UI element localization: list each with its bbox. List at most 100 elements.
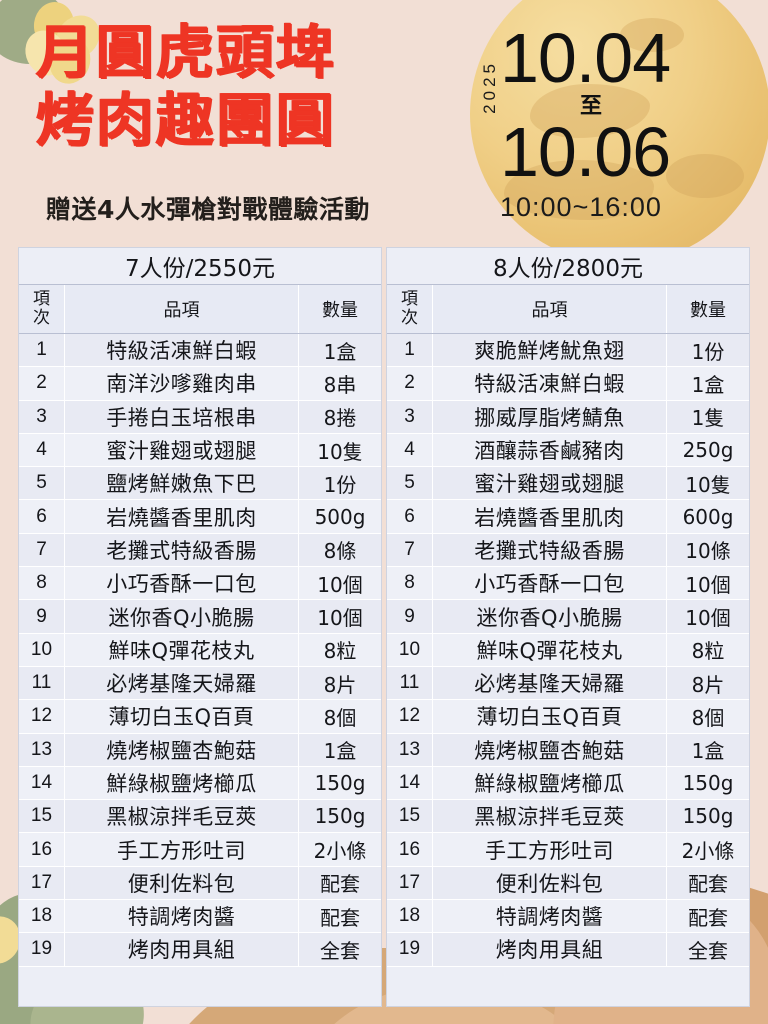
table-row: 3 手捲白玉培根串 8捲	[19, 400, 381, 434]
cell-quantity: 全套	[320, 938, 360, 963]
cell-index: 18	[19, 900, 65, 933]
cell-index: 8	[387, 567, 433, 600]
column-header-index: 項次	[19, 285, 65, 333]
cell-quantity: 8捲	[323, 406, 357, 431]
table-row: 6 岩燒醬香里肌肉 500g	[19, 500, 381, 534]
menu-table: 7人份/2550元項次品項 數量 1 特級活凍鮮白蝦 1盒 2 南洋沙嗲雞肉串 8串 3 手捲白玉…	[18, 247, 382, 1007]
cell-item-name: 便利佐料包	[65, 866, 299, 900]
cell-item-name: 岩燒醬香里肌肉	[65, 500, 299, 533]
cell-item-name: 燒烤椒鹽杏鮑菇	[65, 733, 299, 766]
cell-quantity: 配套	[320, 872, 360, 897]
event-date-end: 10.06	[500, 113, 671, 191]
cell-index: 4	[387, 433, 433, 467]
menu-table: 8人份/2800元項次品項 數量 1 爽脆鮮烤魷魚翅 1份 2 特級活凍鮮白蝦 1盒 3 挪威厚脂…	[386, 247, 750, 1007]
cell-quantity: 10隻	[685, 472, 731, 497]
cell-quantity: 150g	[682, 804, 734, 829]
table-row: 14 鮮綠椒鹽烤櫛瓜 150g	[387, 766, 749, 801]
cell-quantity: 150g	[314, 804, 366, 829]
table-row: 9 迷你香Q小脆腸 10個	[19, 600, 381, 634]
cell-index: 13	[387, 733, 433, 766]
table-row: 13 燒烤椒鹽杏鮑菇 1盒	[19, 733, 381, 767]
cell-item-name: 挪威厚脂烤鯖魚	[433, 400, 667, 433]
poster-header: 月圓虎頭埤 烤肉趣團圓 贈送4人水彈槍對戰體驗活動 2025 10.04 至 1…	[0, 0, 768, 240]
cell-item-name: 手工方形吐司	[433, 833, 667, 866]
table-row: 14 鮮綠椒鹽烤櫛瓜 150g	[19, 766, 381, 801]
cell-quantity: 1隻	[691, 406, 725, 431]
cell-quantity: 500g	[314, 504, 366, 529]
cell-item-name: 烤肉用具組	[65, 933, 299, 966]
cell-item-name: 燒烤椒鹽杏鮑菇	[433, 733, 667, 766]
table-row: 13 燒烤椒鹽杏鮑菇 1盒	[387, 733, 749, 767]
cell-index: 13	[19, 733, 65, 766]
cell-quantity: 1盒	[323, 339, 357, 364]
table-row: 12 薄切白玉Q百頁 8個	[19, 700, 381, 734]
cell-item-name: 爽脆鮮烤魷魚翅	[433, 334, 667, 367]
table-row: 1 特級活凍鮮白蝦 1盒	[19, 334, 381, 368]
package-title: 8人份/2800元	[387, 248, 749, 284]
cell-index: 3	[19, 400, 65, 433]
event-year: 2025	[480, 60, 499, 114]
cell-index: 9	[387, 600, 433, 633]
table-row: 2 南洋沙嗲雞肉串 8串	[19, 367, 381, 401]
event-date-block: 2025 10.04 至 10.06 10:00~16:00	[470, 10, 760, 225]
table-row: 10 鮮味Q彈花枝丸 8粒	[19, 633, 381, 667]
table-header-row: 項次品項 數量	[387, 284, 749, 334]
cell-quantity: 1盒	[691, 372, 725, 397]
cell-item-name: 蜜汁雞翅或翅腿	[433, 467, 667, 500]
cell-index: 18	[387, 900, 433, 933]
cell-quantity: 8片	[691, 672, 725, 697]
cell-quantity: 配套	[688, 905, 728, 930]
event-date-start: 10.04	[500, 19, 671, 97]
cell-index: 9	[19, 600, 65, 633]
table-row: 5 鹽烤鮮嫩魚下巴 1份	[19, 467, 381, 501]
cell-index: 7	[19, 533, 65, 567]
table-row: 8 小巧香酥一口包 10個	[387, 567, 749, 601]
cell-quantity: 8個	[691, 705, 725, 730]
table-row: 16 手工方形吐司 2小條	[387, 833, 749, 867]
cell-index: 3	[387, 400, 433, 433]
cell-index: 17	[387, 866, 433, 900]
cell-item-name: 黑椒涼拌毛豆莢	[65, 800, 299, 833]
cell-quantity: 8粒	[323, 639, 357, 664]
cell-item-name: 便利佐料包	[433, 866, 667, 900]
cell-quantity: 8粒	[691, 639, 725, 664]
moon-decoration	[470, 0, 768, 264]
cell-item-name: 薄切白玉Q百頁	[433, 700, 667, 733]
column-header-qty: 數量	[690, 300, 726, 321]
cell-quantity: 8串	[323, 372, 357, 397]
column-header-index: 項次	[387, 285, 433, 333]
table-row: 1 爽脆鮮烤魷魚翅 1份	[387, 334, 749, 368]
cell-index: 12	[387, 700, 433, 733]
cell-quantity: 10個	[317, 606, 363, 631]
event-time-range: 10:00~16:00	[500, 192, 662, 222]
cell-index: 4	[19, 433, 65, 467]
cell-item-name: 小巧香酥一口包	[433, 567, 667, 600]
cell-item-name: 薄切白玉Q百頁	[65, 700, 299, 733]
cell-quantity: 配套	[320, 905, 360, 930]
cell-quantity: 2小條	[313, 839, 367, 864]
table-row: 11 必烤基隆天婦羅 8片	[19, 666, 381, 701]
cell-quantity: 8片	[323, 672, 357, 697]
cell-quantity: 全套	[688, 938, 728, 963]
cell-item-name: 鮮綠椒鹽烤櫛瓜	[433, 766, 667, 800]
table-row: 16 手工方形吐司 2小條	[19, 833, 381, 867]
cell-item-name: 蜜汁雞翅或翅腿	[65, 433, 299, 467]
event-title-line-1: 月圓虎頭埤	[36, 18, 337, 86]
cell-index: 19	[19, 933, 65, 966]
cell-quantity: 1份	[323, 472, 357, 497]
cell-index: 11	[19, 666, 65, 700]
cell-quantity: 8條	[323, 539, 357, 564]
column-header-item: 品項	[65, 285, 299, 333]
cell-item-name: 岩燒醬香里肌肉	[433, 500, 667, 533]
cell-index: 6	[19, 500, 65, 533]
cell-quantity: 1盒	[323, 739, 357, 764]
cell-quantity: 600g	[682, 504, 734, 529]
cell-index: 5	[387, 467, 433, 500]
cell-item-name: 鮮綠椒鹽烤櫛瓜	[65, 766, 299, 800]
event-title: 月圓虎頭埤 烤肉趣團圓	[36, 18, 466, 154]
cell-item-name: 黑椒涼拌毛豆莢	[433, 800, 667, 833]
table-row: 17 便利佐料包 配套	[19, 866, 381, 901]
cell-item-name: 迷你香Q小脆腸	[65, 600, 299, 633]
cell-index: 10	[19, 633, 65, 666]
cell-item-name: 迷你香Q小脆腸	[433, 600, 667, 633]
